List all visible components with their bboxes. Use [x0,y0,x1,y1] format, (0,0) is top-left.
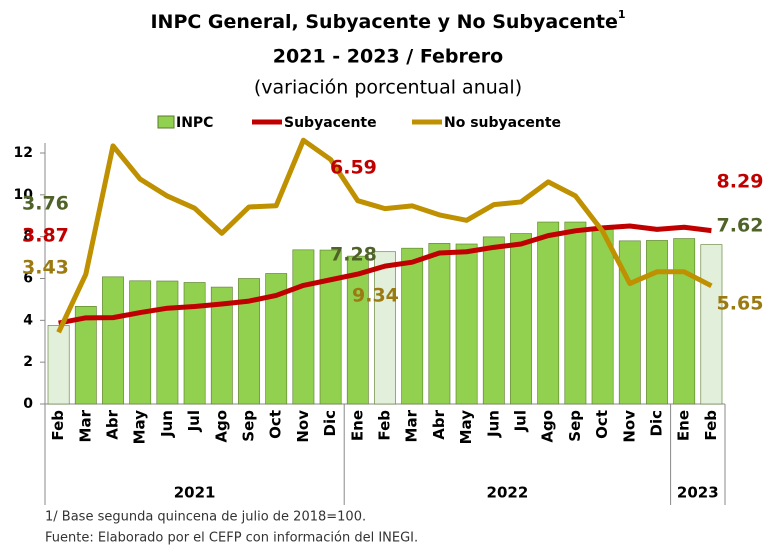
bar [156,280,179,405]
data-label: 5.65 [717,293,764,315]
title-superscript: 1 [618,8,626,21]
bar [455,243,478,405]
subtitle: 2021 - 2023 / Febrero [273,46,503,68]
x-tick-label: Mar [403,409,421,442]
x-tick-label: Feb [702,410,720,441]
x-tick-label: Ago [212,410,230,443]
data-label: 7.62 [717,215,764,237]
bar [74,306,97,405]
data-label: 9.34 [352,285,399,307]
y-tick-label: 2 [23,354,33,370]
bar [319,249,342,405]
y-tick-label: 8 [23,229,33,245]
bar [401,247,424,405]
bar [238,278,260,405]
data-label: 3.76 [22,193,69,215]
bar [292,249,315,405]
x-tick-label: Jun [484,410,502,438]
data-label: 7.28 [330,244,377,266]
bar [47,325,70,405]
line [56,137,713,334]
x-tick-label: Feb [49,410,67,441]
x-tick-label: Jul [512,410,530,432]
bar [346,255,369,405]
x-tick-label: Sep [240,410,258,442]
data-label: 3.87 [22,225,69,247]
bar [591,227,614,405]
y-tick-label: 0 [23,396,33,412]
data-label: 3.43 [22,257,69,279]
x-tick-label: Jul [185,410,203,432]
y-tick-label: 4 [23,312,33,328]
bar [428,243,451,405]
year-label: 2022 [487,484,529,502]
x-tick-label: Ene [348,410,366,441]
x-tick-label: Abr [430,409,448,439]
bar [129,280,152,405]
bar [210,286,233,405]
bar [564,221,587,405]
x-tick-label: Dic [648,410,666,436]
y-tick-label: 10 [14,187,34,203]
year-label: 2021 [174,484,216,502]
bar [482,236,505,405]
bar [265,273,288,405]
footnote: 1/ Base segunda quincena de julio de 201… [45,510,366,525]
legend-swatch [157,115,175,129]
data-label: 8.29 [717,171,764,193]
x-tick-label: Sep [566,410,584,442]
x-tick-label: Oct [593,410,611,439]
source: Fuente: Elaborado por el CEFP con inform… [45,531,418,546]
x-tick-label: May [457,410,475,445]
x-tick-label: Abr [104,409,122,439]
bar [646,240,668,405]
year-label: 2023 [677,484,719,502]
x-tick-label: Dic [321,410,339,436]
title-text: INPC General, Subyacente y No Subyacente [150,11,617,33]
bar [673,238,696,405]
y-tick-label: 6 [23,271,33,287]
x-tick-label: Mar [76,409,94,442]
x-tick-label: Ene [675,410,693,441]
bar [537,221,560,405]
legend-label: INPC [176,115,213,131]
bar [102,276,124,405]
bar [700,244,723,405]
x-tick-label: May [131,410,149,445]
bar [374,251,396,405]
chart-title: INPC General, Subyacente y No Subyacente… [150,8,625,33]
x-tick-label: Nov [620,410,638,443]
subtitle2: (variación porcentual anual) [254,77,522,99]
legend-label: Subyacente [284,115,377,131]
x-tick-label: Ago [539,410,557,443]
x-tick-label: Oct [267,410,285,439]
x-tick-label: Jun [158,410,176,438]
x-tick-label: Nov [294,410,312,443]
bar [183,282,206,405]
y-tick-label: 12 [14,145,33,161]
x-tick-label: Feb [376,410,394,441]
bar [510,233,532,405]
data-label: 6.59 [330,157,377,179]
legend-label: No subyacente [444,115,561,131]
